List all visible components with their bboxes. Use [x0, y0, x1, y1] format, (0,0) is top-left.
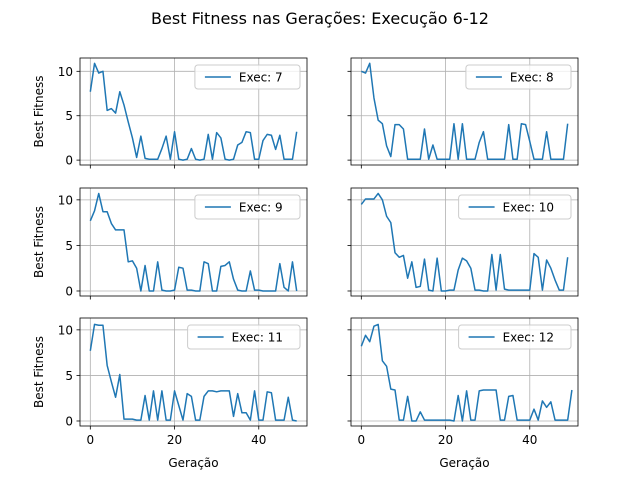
axes-frame — [79, 57, 308, 166]
legend-box — [458, 324, 572, 350]
series-line — [89, 323, 297, 422]
x-axis-label: Geração — [439, 456, 489, 470]
y-tick-label: 10 — [58, 323, 73, 337]
y-tick-label: 5 — [65, 239, 73, 253]
axes-frame — [350, 187, 579, 297]
legend-label: Exec: 10 — [503, 201, 554, 215]
series-line — [360, 323, 573, 422]
y-axis-label: Best Fitness — [32, 206, 46, 278]
y-tick-label: 0 — [65, 414, 73, 428]
y-tick-label: 10 — [58, 193, 73, 207]
legend-box — [465, 64, 572, 90]
legend-label: Exec: 9 — [239, 201, 283, 215]
legend: Exec: 9 — [194, 194, 301, 220]
series-line — [361, 62, 569, 160]
y-tick-label: 5 — [65, 109, 73, 123]
y-tick-label: 10 — [58, 65, 73, 79]
legend-label: Exec: 11 — [232, 331, 283, 345]
y-axis-label: Best Fitness — [32, 336, 46, 408]
figure-title: Best Fitness nas Gerações: Execução 6-12 — [151, 9, 489, 28]
y-tick-label: 0 — [65, 284, 73, 298]
subplot-top-left: 0 5 10 Best Fitness Exec: 7 — [32, 57, 308, 169]
legend: Exec: 7 — [194, 64, 301, 90]
legend-box — [194, 194, 301, 220]
y-tick-label: 0 — [65, 154, 73, 168]
x-tick-label: 40 — [522, 433, 537, 447]
legend-box — [187, 324, 301, 350]
series-line — [360, 192, 569, 292]
subplot-grid: 0 5 10 Best Fitness Exec: 7 Exec: 8 0 5 10 Best F… — [32, 57, 579, 470]
legend: Exec: 11 — [187, 324, 301, 350]
legend: Exec: 10 — [458, 194, 572, 220]
subplot-middle-right: Exec: 10 — [347, 187, 579, 300]
legend-label: Exec: 7 — [239, 71, 283, 85]
legend-label: Exec: 8 — [510, 71, 554, 85]
series-line — [89, 192, 298, 292]
series-line — [89, 62, 298, 161]
subplot-top-right: Exec: 8 — [347, 57, 579, 169]
subplot-bottom-left: 0 20 40 0 5 10 Best Fitness Geração Exec: 11 — [32, 317, 308, 470]
legend: Exec: 8 — [465, 64, 572, 90]
axes-frame — [350, 57, 579, 166]
subplot-middle-left: 0 5 10 Best Fitness Exec: 9 — [32, 187, 308, 300]
axes-frame — [79, 187, 308, 297]
x-tick-label: 20 — [167, 433, 182, 447]
y-tick-label: 5 — [65, 369, 73, 383]
subplot-bottom-right: 0 20 40 Geração Exec: 12 — [347, 317, 579, 470]
axes-frame — [79, 317, 308, 427]
axes-frame — [350, 317, 579, 427]
legend-label: Exec: 12 — [503, 331, 554, 345]
x-axis-label: Geração — [168, 456, 218, 470]
x-tick-label: 0 — [357, 433, 365, 447]
x-tick-label: 20 — [438, 433, 453, 447]
legend: Exec: 12 — [458, 324, 572, 350]
x-tick-label: 0 — [86, 433, 94, 447]
y-axis-label: Best Fitness — [32, 76, 46, 148]
legend-box — [458, 194, 572, 220]
legend-box — [194, 64, 301, 90]
x-tick-label: 40 — [251, 433, 266, 447]
